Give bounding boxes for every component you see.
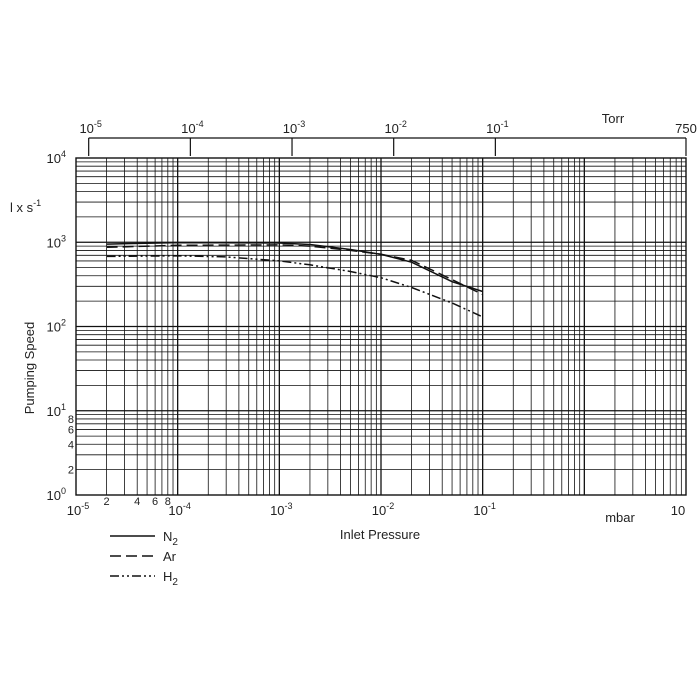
y-minor-tick-label: 6 [68,424,74,436]
legend-label: H2 [163,569,178,588]
x-minor-tick-label: 4 [134,496,140,508]
y-tick-label: 102 [47,318,66,335]
y-tick-label: 104 [47,149,66,166]
series-line-ar [106,244,484,296]
top-axis: 10-5 10-4 10-3 10-2 10-1 750 [79,119,697,156]
y-tick-label: 103 [47,233,66,250]
y-tick-label: 101 [47,402,66,419]
x-tick-label: 10-5 [67,501,89,518]
series-lines [106,241,484,318]
y-tick-label: 100 [47,486,66,503]
x-tick-label: 10 [671,503,685,518]
y-minor-tick-label: 4 [68,439,74,451]
legend-label: N2 [163,529,178,548]
top-tick-label: 10-2 [384,119,406,136]
x-tick-label: 10-2 [372,501,394,518]
y-axis-label: Pumping Speed [22,322,37,415]
x-minor-tick-label: 6 [152,496,158,508]
grid [75,157,687,496]
y-axis-unit: l x s-1 [10,198,41,215]
x-minor-tick-label: 8 [165,496,171,508]
x-minor-tick-label: 2 [104,496,110,508]
legend-label: Ar [163,549,177,564]
x-tick-label: 10-1 [473,501,495,518]
top-tick-label: 10-5 [79,119,101,136]
top-tick-label: 10-1 [486,119,508,136]
x-tick-label: 10-3 [270,501,292,518]
x-axis-label: Inlet Pressure [340,527,420,542]
series-line-n2 [106,241,483,293]
x-axis-unit: mbar [605,510,635,525]
top-tick-label: 750 [675,121,697,136]
y-minor-tick-label: 8 [68,414,74,426]
y-minor-tick-label: 2 [68,465,74,477]
series-line-h2 [106,255,484,318]
x-axis: 10-5 10-4 10-3 10-2 10-1 10 2 4 6 8 [67,496,685,518]
x-tick-label: 10-4 [168,501,190,518]
y-axis: 100 101 102 103 104 2 4 68 [47,149,74,503]
top-tick-label: 10-4 [181,119,203,136]
top-axis-unit: Torr [602,111,625,126]
top-tick-label: 10-3 [283,119,305,136]
